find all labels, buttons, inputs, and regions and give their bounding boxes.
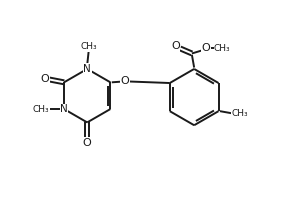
- Text: CH₃: CH₃: [80, 43, 97, 51]
- Text: N: N: [83, 64, 91, 74]
- Text: O: O: [121, 76, 129, 86]
- Text: O: O: [171, 41, 180, 51]
- Text: O: O: [40, 74, 49, 84]
- Text: O: O: [83, 138, 92, 148]
- Text: CH₃: CH₃: [232, 109, 249, 118]
- Text: CH₃: CH₃: [33, 105, 49, 113]
- Text: O: O: [201, 43, 210, 53]
- Text: N: N: [60, 104, 68, 114]
- Text: CH₃: CH₃: [214, 44, 231, 53]
